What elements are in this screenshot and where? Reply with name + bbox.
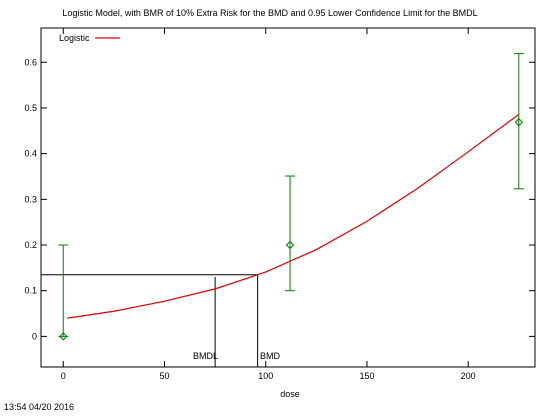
- y-tick-label: 0.5: [24, 103, 37, 113]
- legend-label-logistic: Logistic: [59, 33, 90, 43]
- x-tick-label: 50: [159, 371, 169, 381]
- data-point: [58, 244, 69, 341]
- data-point: [513, 53, 524, 190]
- x-tick-label: 200: [461, 371, 476, 381]
- point-marker: [59, 332, 68, 341]
- observed-data-points: [58, 53, 524, 341]
- y-tick-label: 0.3: [24, 194, 37, 204]
- y-tick-label: 0.4: [24, 149, 37, 159]
- x-axis-label: dose: [280, 389, 300, 399]
- point-marker: [514, 117, 524, 127]
- x-tick-label: 100: [258, 371, 273, 381]
- y-tick-label: 0: [32, 331, 37, 341]
- y-axis-ticks: 0 0.1 0.2 0.3 0.4 0.5 0.6: [24, 57, 535, 341]
- plot-frame: [40, 27, 536, 368]
- y-tick-label: 0.1: [24, 286, 37, 296]
- bmd-reference-lines: [41, 274, 259, 367]
- data-point: [285, 175, 296, 292]
- series-line-logistic: [67, 113, 520, 319]
- bmd-label: BMD: [260, 351, 281, 361]
- chart-title: Logistic Model, with BMR of 10% Extra Ri…: [62, 8, 477, 18]
- x-tick-label: 0: [61, 371, 66, 381]
- y-tick-label: 0.2: [24, 240, 37, 250]
- point-marker: [285, 240, 295, 250]
- legend: Logistic: [59, 33, 120, 43]
- bmdl-label: BMDL: [193, 351, 218, 361]
- timestamp: 13:54 04/20 2016: [4, 402, 74, 412]
- x-axis-ticks: 0 50 100 150 200: [61, 28, 476, 381]
- x-tick-label: 150: [359, 371, 374, 381]
- y-tick-label: 0.6: [24, 57, 37, 67]
